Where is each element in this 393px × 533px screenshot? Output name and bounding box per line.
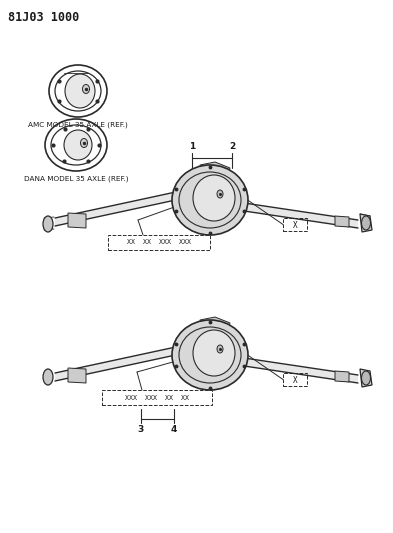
Polygon shape: [335, 216, 349, 227]
Polygon shape: [55, 345, 185, 381]
Polygon shape: [360, 369, 372, 387]
Polygon shape: [200, 317, 230, 330]
Ellipse shape: [362, 216, 371, 230]
Polygon shape: [55, 190, 185, 226]
Text: XXX  XXX  XX  XX: XXX XXX XX XX: [125, 394, 189, 400]
Polygon shape: [200, 162, 230, 175]
Polygon shape: [224, 355, 358, 383]
Polygon shape: [360, 214, 372, 232]
Text: 4: 4: [170, 425, 177, 434]
Ellipse shape: [217, 345, 223, 353]
Ellipse shape: [172, 165, 248, 235]
Ellipse shape: [193, 175, 235, 221]
Ellipse shape: [217, 190, 223, 198]
Ellipse shape: [83, 85, 90, 93]
Text: 2: 2: [229, 142, 235, 151]
Text: 1: 1: [189, 142, 195, 151]
Text: 81J03 1000: 81J03 1000: [8, 11, 79, 24]
Polygon shape: [68, 213, 86, 228]
Text: DANA MODEL 35 AXLE (REF.): DANA MODEL 35 AXLE (REF.): [24, 176, 128, 182]
Text: AMC MODEL 35 AXLE (REF.): AMC MODEL 35 AXLE (REF.): [28, 122, 128, 128]
Ellipse shape: [172, 320, 248, 390]
Ellipse shape: [362, 371, 371, 385]
Ellipse shape: [64, 130, 92, 160]
Text: X: X: [293, 221, 298, 230]
Polygon shape: [335, 371, 349, 382]
Ellipse shape: [81, 139, 88, 148]
Polygon shape: [224, 200, 358, 228]
Ellipse shape: [65, 74, 95, 108]
Text: X: X: [293, 376, 298, 385]
Polygon shape: [172, 188, 192, 208]
Polygon shape: [172, 343, 192, 363]
Text: XX  XX  XXX  XXX: XX XX XXX XXX: [127, 239, 191, 246]
Ellipse shape: [43, 369, 53, 385]
Text: 3: 3: [138, 425, 143, 434]
Polygon shape: [68, 368, 86, 383]
Ellipse shape: [193, 330, 235, 376]
Ellipse shape: [43, 216, 53, 232]
